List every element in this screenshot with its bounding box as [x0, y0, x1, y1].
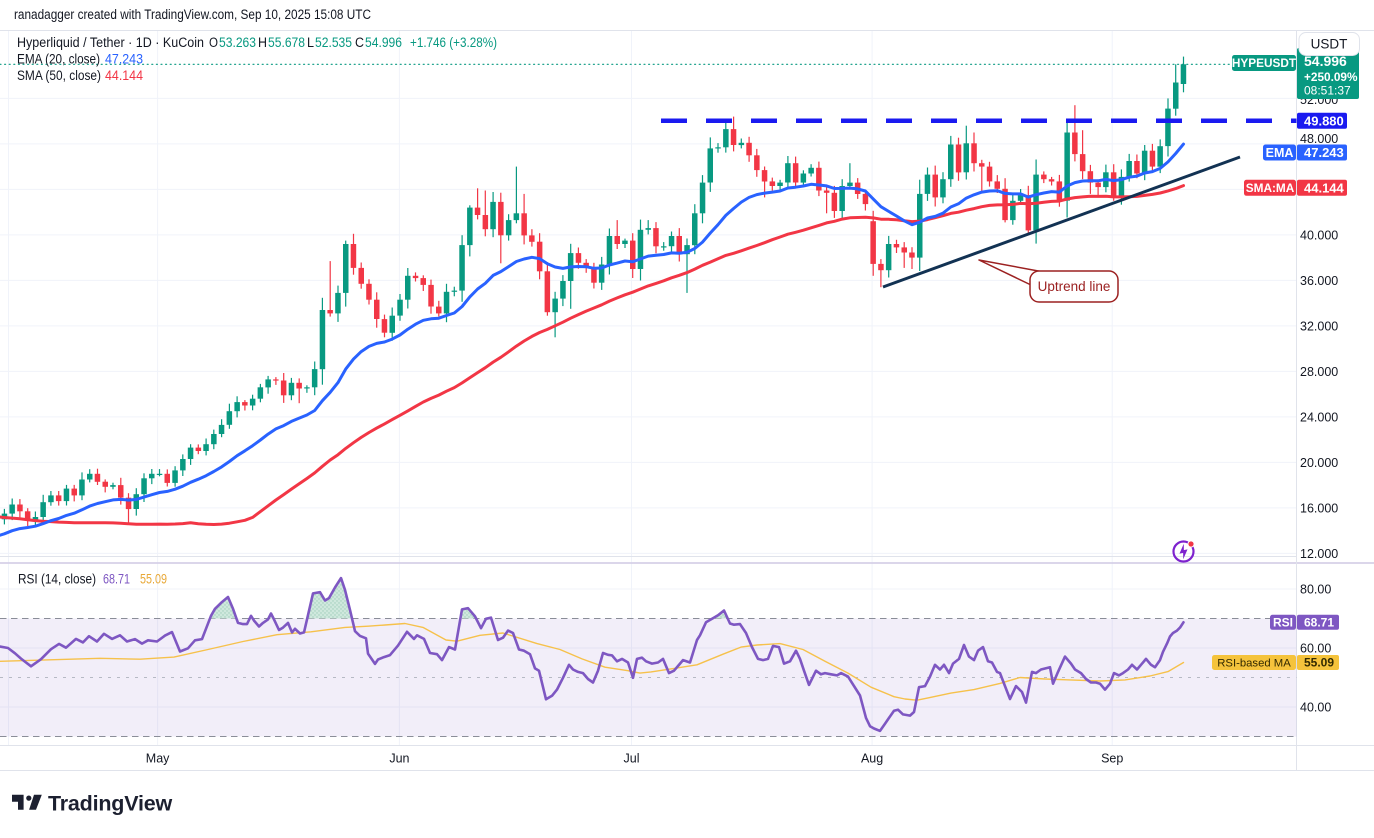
svg-text:SMA (50, close): SMA (50, close) — [17, 68, 101, 83]
svg-text:55.678: 55.678 — [268, 35, 305, 50]
svg-text:EMA (20, close): EMA (20, close) — [17, 52, 100, 67]
svg-text:44.144: 44.144 — [1304, 180, 1345, 195]
svg-text:L: L — [307, 35, 314, 50]
svg-text:Jul: Jul — [624, 752, 640, 766]
svg-text:40.00: 40.00 — [1300, 701, 1331, 715]
svg-text:Uptrend line: Uptrend line — [1038, 279, 1111, 294]
svg-text:24.000: 24.000 — [1300, 410, 1338, 424]
svg-text:40.000: 40.000 — [1300, 228, 1338, 242]
svg-text:H: H — [258, 35, 267, 50]
svg-text:SMA:MA: SMA:MA — [1246, 181, 1295, 195]
svg-text:Hyperliquid / Tether · 1D · Ku: Hyperliquid / Tether · 1D · KuCoin — [17, 35, 204, 50]
svg-text:47.243: 47.243 — [1304, 145, 1344, 160]
svg-text:USDT: USDT — [1311, 37, 1348, 52]
svg-text:O: O — [209, 35, 218, 50]
svg-text:20.000: 20.000 — [1300, 456, 1338, 470]
svg-text:44.144: 44.144 — [105, 68, 143, 83]
svg-text:60.00: 60.00 — [1300, 642, 1331, 656]
svg-text:HYPEUSDT: HYPEUSDT — [1232, 56, 1297, 70]
svg-text:53.263: 53.263 — [219, 35, 256, 50]
svg-text:54.996: 54.996 — [365, 35, 402, 50]
svg-text:28.000: 28.000 — [1300, 365, 1338, 379]
svg-text:08:51:37: 08:51:37 — [1304, 84, 1351, 98]
svg-text:Aug: Aug — [861, 752, 883, 766]
svg-text:54.996: 54.996 — [1304, 53, 1347, 69]
svg-text:32.000: 32.000 — [1300, 319, 1338, 333]
svg-text:RSI-based MA: RSI-based MA — [1217, 657, 1291, 669]
svg-text:49.880: 49.880 — [1304, 113, 1344, 128]
svg-text:48.000: 48.000 — [1300, 132, 1338, 146]
svg-text:Sep: Sep — [1101, 752, 1123, 766]
svg-text:C: C — [355, 35, 364, 50]
svg-text:+250.09%: +250.09% — [1304, 70, 1358, 84]
svg-text:+1.746 (+3.28%): +1.746 (+3.28%) — [410, 35, 497, 50]
svg-text:ranadagger created with Tradin: ranadagger created with TradingView.com,… — [14, 7, 371, 22]
svg-text:RSI: RSI — [1273, 616, 1293, 630]
svg-text:May: May — [146, 752, 170, 766]
svg-text:55.09: 55.09 — [140, 572, 167, 587]
svg-text:68.71: 68.71 — [1304, 616, 1334, 630]
svg-text:TradingView: TradingView — [48, 792, 173, 816]
svg-text:EMA: EMA — [1266, 146, 1294, 160]
svg-text:47.243: 47.243 — [105, 52, 143, 67]
svg-text:Jun: Jun — [389, 752, 409, 766]
svg-text:80.00: 80.00 — [1300, 583, 1331, 597]
svg-text:55.09: 55.09 — [1304, 656, 1334, 670]
svg-text:RSI (14, close): RSI (14, close) — [18, 572, 96, 587]
svg-text:36.000: 36.000 — [1300, 274, 1338, 288]
svg-text:16.000: 16.000 — [1300, 501, 1338, 515]
svg-text:52.535: 52.535 — [315, 35, 352, 50]
svg-text:68.71: 68.71 — [103, 572, 130, 587]
svg-text:12.000: 12.000 — [1300, 547, 1338, 561]
